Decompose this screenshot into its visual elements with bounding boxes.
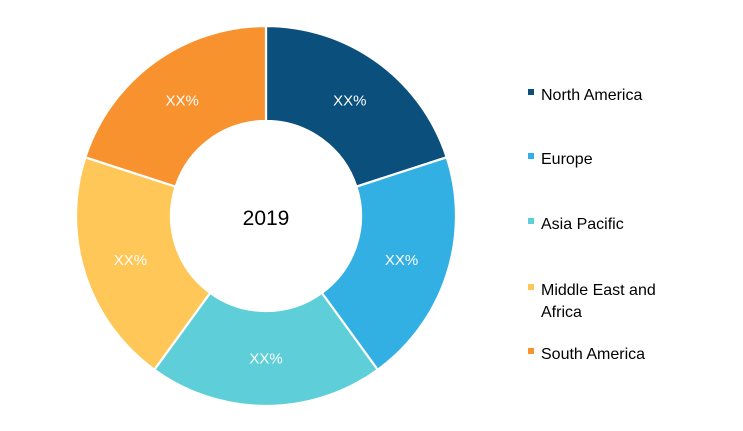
slice-value-label: XX% bbox=[249, 351, 282, 368]
legend-swatch bbox=[528, 284, 534, 290]
legend-swatch bbox=[528, 153, 534, 159]
legend-label: Asia Pacific bbox=[541, 216, 624, 233]
legend-swatch bbox=[528, 218, 534, 224]
slice-middle-east-and-africa bbox=[74, 155, 212, 372]
slice-value-label: XX% bbox=[385, 252, 418, 269]
slice-south-america bbox=[83, 24, 268, 189]
slice-asia-pacific bbox=[152, 291, 380, 408]
slice-north-america bbox=[264, 24, 449, 189]
legend: North America Europe Asia Pacific Middle Ea… bbox=[528, 87, 656, 363]
slice-value-label: XX% bbox=[166, 93, 199, 110]
slice-labels: XX% XX% XX% XX% XX% bbox=[114, 93, 418, 368]
legend-label: South America bbox=[541, 346, 645, 363]
slice-value-label: XX% bbox=[333, 93, 366, 110]
donut-slices bbox=[74, 24, 458, 408]
slice-europe bbox=[320, 155, 458, 372]
legend-swatch bbox=[528, 89, 534, 95]
center-year-label: 2019 bbox=[243, 207, 290, 230]
legend-label: Middle East and Africa bbox=[541, 282, 656, 321]
slice-value-label: XX% bbox=[114, 252, 147, 269]
legend-label: North America bbox=[541, 87, 642, 104]
legend-swatch bbox=[528, 348, 534, 354]
legend-label: Europe bbox=[541, 151, 593, 168]
